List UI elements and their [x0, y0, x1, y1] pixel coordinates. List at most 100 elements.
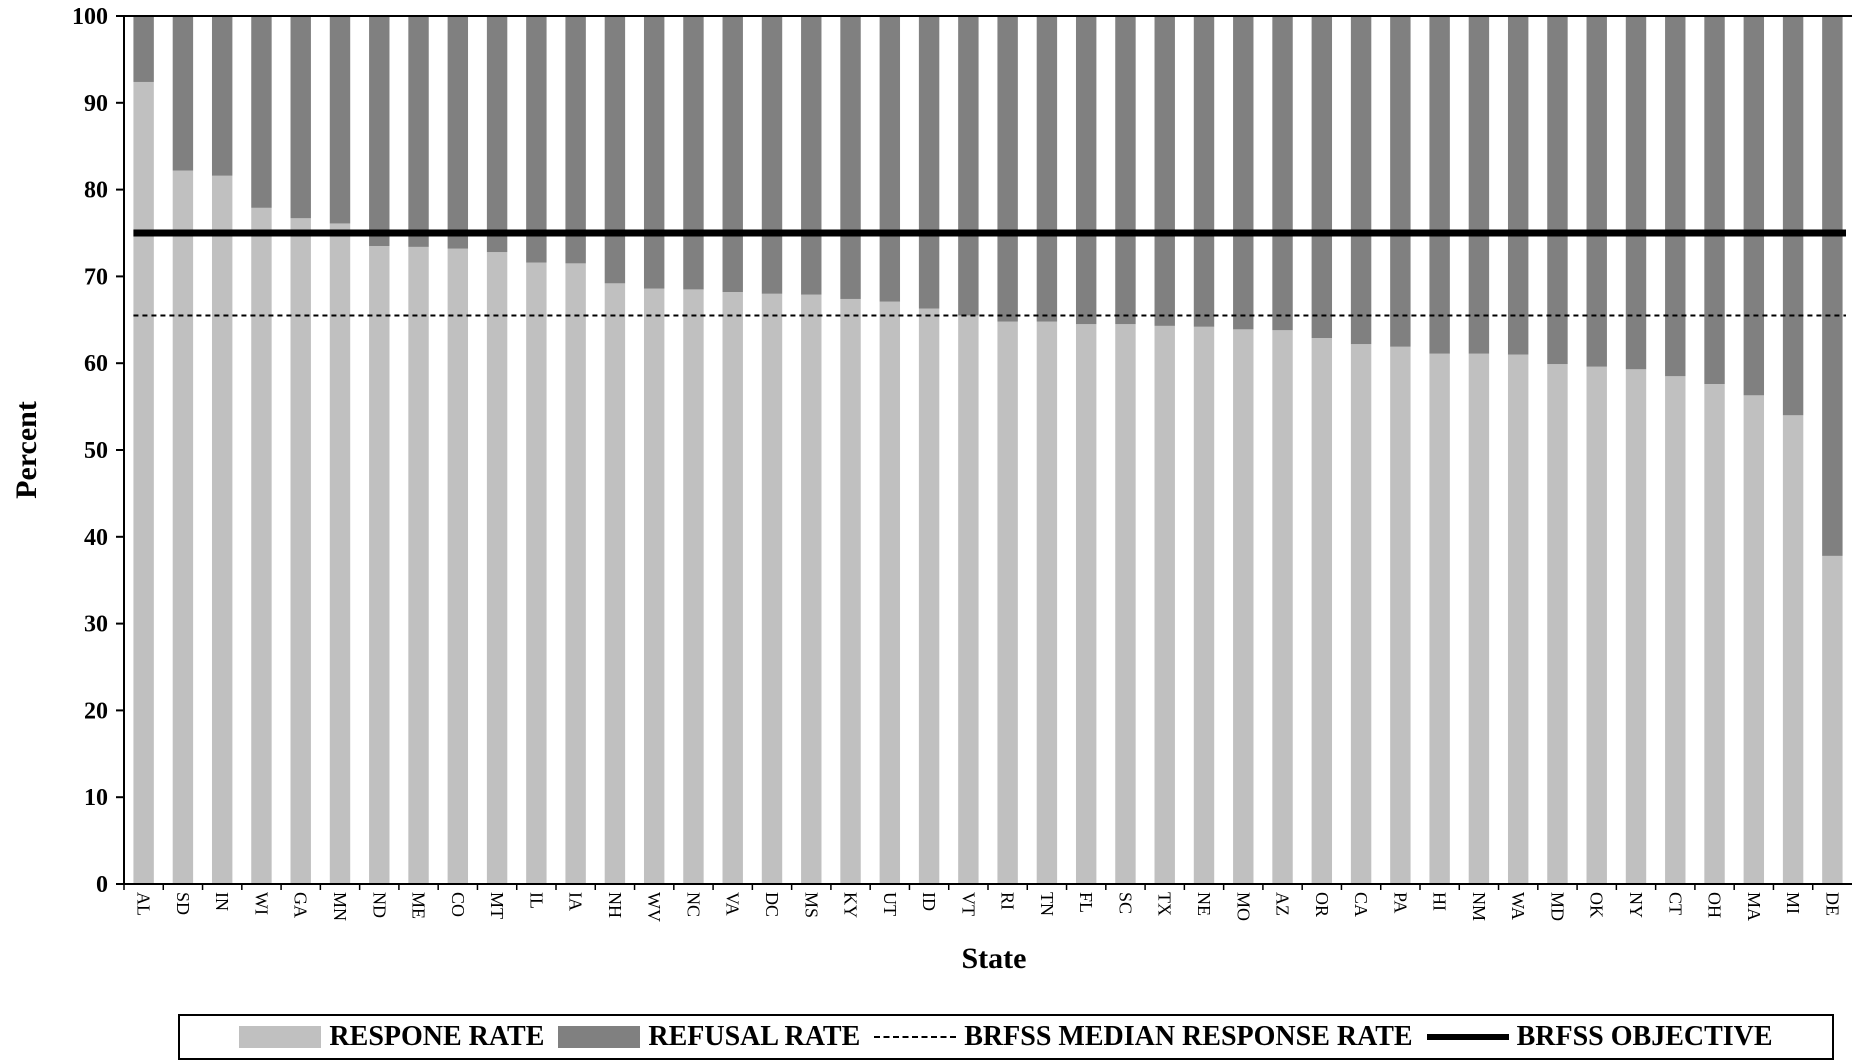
bar-response-wi — [251, 207, 272, 884]
x-tick-label-mt: MT — [487, 892, 507, 919]
bar-refusal-mt — [486, 16, 508, 253]
x-tick-label-ms: MS — [801, 892, 821, 918]
bar-refusal-ia — [565, 16, 586, 264]
bar-refusal-ri — [997, 16, 1018, 322]
bar-refusal-ok — [1586, 16, 1607, 367]
bar-response-nm — [1468, 353, 1490, 884]
bar-response-il — [526, 262, 547, 884]
x-tick-label-il: IL — [526, 892, 546, 909]
bar-refusal-ny — [1625, 16, 1647, 370]
x-tick-label-or: OR — [1312, 892, 1332, 917]
bar-refusal-nm — [1468, 16, 1490, 354]
x-tick-label-sc: SC — [1115, 892, 1135, 914]
y-tick-label-40: 40 — [84, 525, 108, 551]
legend-label-response: RESPONE RATE — [329, 1021, 545, 1052]
x-tick-label-in: IN — [212, 892, 232, 911]
bar-refusal-hi — [1429, 16, 1450, 354]
x-tick-label-wv: WV — [644, 892, 664, 922]
reference-lines-group — [133, 229, 1846, 317]
bar-response-in — [211, 175, 233, 884]
bar-response-de — [1822, 555, 1843, 884]
bar-refusal-ut — [879, 16, 901, 302]
x-tick-label-mn: MN — [330, 892, 350, 921]
x-tick-label-dc: DC — [762, 892, 782, 917]
bar-refusal-az — [1272, 16, 1293, 331]
bar-response-al — [133, 81, 154, 885]
bar-refusal-sd — [172, 16, 194, 171]
bar-refusal-mo — [1233, 16, 1254, 330]
bar-response-ri — [997, 321, 1018, 884]
bar-response-pa — [1390, 346, 1411, 885]
bar-refusal-in — [211, 16, 233, 176]
bar-refusal-me — [408, 16, 429, 247]
y-tick-label-50: 50 — [84, 438, 108, 464]
bar-response-md — [1547, 364, 1568, 884]
x-tick-label-pa: PA — [1390, 892, 1410, 913]
bar-refusal-ne — [1193, 16, 1215, 327]
bar-response-ny — [1625, 369, 1647, 884]
y-tick-label-90: 90 — [84, 91, 108, 117]
x-tick-label-ny: NY — [1626, 892, 1646, 918]
x-tick-label-wa: WA — [1508, 892, 1528, 920]
bar-refusal-tx — [1154, 16, 1175, 326]
bar-response-hi — [1429, 353, 1450, 884]
x-tick-label-vt: VT — [958, 892, 978, 916]
x-tick-label-oh: OH — [1705, 892, 1725, 918]
bar-refusal-pa — [1390, 16, 1411, 347]
bar-response-ky — [840, 298, 861, 885]
x-tick-label-nc: NC — [683, 892, 703, 917]
bar-refusal-vt — [958, 16, 979, 316]
legend-item-refusal: REFUSAL RATE — [558, 1021, 860, 1053]
bar-response-ct — [1665, 376, 1686, 884]
bar-response-nd — [369, 246, 390, 884]
x-tick-label-tx: TX — [1155, 892, 1175, 916]
y-tick-label-0: 0 — [96, 872, 108, 898]
x-tick-label-ga: GA — [291, 892, 311, 918]
bar-refusal-co — [447, 16, 469, 249]
x-tick-label-md: MD — [1547, 892, 1567, 921]
x-tick-label-az: AZ — [1273, 892, 1293, 916]
x-tick-label-me: ME — [409, 892, 429, 919]
bar-response-va — [722, 292, 743, 884]
bar-refusal-tn — [1036, 16, 1058, 322]
bar-refusal-mn — [329, 16, 351, 224]
bar-response-oh — [1704, 384, 1725, 884]
x-tick-label-ca: CA — [1351, 892, 1371, 917]
bar-response-mi — [1782, 415, 1804, 884]
y-tick-label-10: 10 — [84, 785, 108, 811]
bar-refusal-va — [722, 16, 743, 293]
legend-label-refusal: REFUSAL RATE — [648, 1021, 861, 1052]
bar-refusal-sc — [1115, 16, 1136, 325]
x-tick-label-nh: NH — [605, 892, 625, 918]
bar-refusal-ms — [801, 16, 822, 295]
x-tick-label-mi: MI — [1783, 892, 1803, 914]
x-tick-label-ok: OK — [1587, 892, 1607, 918]
bar-refusal-ct — [1665, 16, 1686, 377]
bar-refusal-ky — [840, 16, 861, 299]
x-tick-label-de: DE — [1822, 892, 1842, 916]
bar-refusal-ga — [290, 16, 311, 219]
x-tick-label-tn: TN — [1037, 892, 1057, 916]
bar-response-nc — [683, 289, 704, 884]
bar-refusal-nd — [369, 16, 390, 247]
bar-response-tx — [1154, 325, 1175, 884]
bar-refusal-or — [1311, 16, 1333, 339]
x-tick-label-ct: CT — [1665, 892, 1685, 915]
bar-refusal-de — [1822, 16, 1843, 556]
x-tick-label-ut: UT — [880, 892, 900, 916]
x-tick-label-id: ID — [919, 892, 939, 911]
bar-refusal-md — [1547, 16, 1568, 365]
bar-response-sd — [172, 170, 194, 884]
bar-response-vt — [958, 315, 979, 885]
bar-response-me — [408, 246, 429, 884]
bar-response-wa — [1507, 354, 1529, 884]
bar-response-sc — [1115, 324, 1136, 884]
bar-response-ia — [565, 263, 586, 884]
bar-refusal-ma — [1743, 16, 1765, 396]
legend-line-objective — [1426, 1034, 1509, 1040]
bar-response-ma — [1743, 395, 1765, 884]
x-tick-label-hi: HI — [1430, 892, 1450, 911]
bar-response-tn — [1036, 321, 1058, 884]
chart: AL SD IN WI GA MN ND ME CO MT IL IA NH WV NC VA DC MS KY UT… — [10, 4, 1852, 975]
bar-response-nh — [604, 283, 626, 885]
